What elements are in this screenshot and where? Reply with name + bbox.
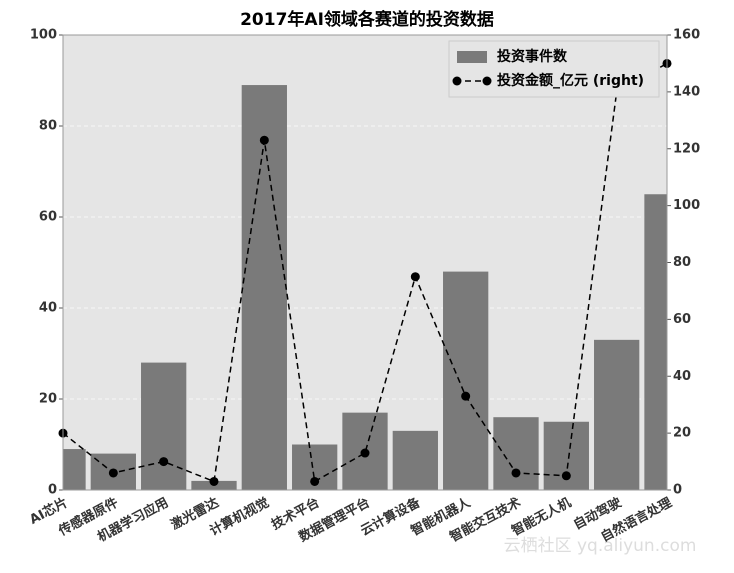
point (511, 468, 521, 478)
bar (493, 417, 539, 490)
bar (594, 339, 640, 490)
y2-tick-label: 160 (673, 28, 700, 43)
y2-tick-label: 40 (673, 369, 691, 384)
bar (141, 362, 187, 490)
bar (644, 194, 667, 490)
y2-tick-label: 60 (673, 312, 691, 327)
point (561, 471, 571, 481)
y2-tick-label: 140 (673, 84, 700, 99)
point (159, 457, 169, 467)
point (209, 476, 219, 486)
y-tick-label: 20 (39, 392, 57, 407)
y-tick-label: 60 (39, 210, 57, 225)
y2-tick-label: 20 (673, 426, 691, 441)
legend-marker (452, 76, 462, 86)
point (360, 448, 370, 458)
plot-frame (62, 34, 668, 491)
y-tick-label: 100 (30, 28, 57, 43)
legend-box (448, 40, 660, 98)
y2-tick-label: 0 (673, 483, 682, 498)
watermark: 云栖社区 yq.aliyun.com (504, 536, 697, 556)
legend-label: 投资事件数 (497, 48, 568, 65)
legend-swatch (457, 51, 487, 63)
y-tick-label: 0 (48, 483, 57, 498)
y2-tick-label: 120 (673, 141, 700, 156)
legend-label: 投资金额_亿元 (right) (497, 72, 644, 89)
bar (63, 449, 86, 490)
plot-area (63, 35, 667, 490)
point (461, 391, 471, 401)
legend-marker (482, 76, 492, 86)
point (310, 476, 320, 486)
bar (392, 430, 438, 490)
y2-tick-label: 80 (673, 255, 691, 270)
y-tick-label: 40 (39, 301, 57, 316)
point (259, 135, 269, 145)
y2-tick-label: 100 (673, 198, 700, 213)
point (108, 468, 118, 478)
point (410, 272, 420, 282)
y-tick-label: 80 (39, 119, 57, 134)
bar (443, 271, 489, 490)
chart-title: 2017年AI领域各赛道的投资数据 (240, 9, 494, 30)
bar (241, 85, 287, 490)
